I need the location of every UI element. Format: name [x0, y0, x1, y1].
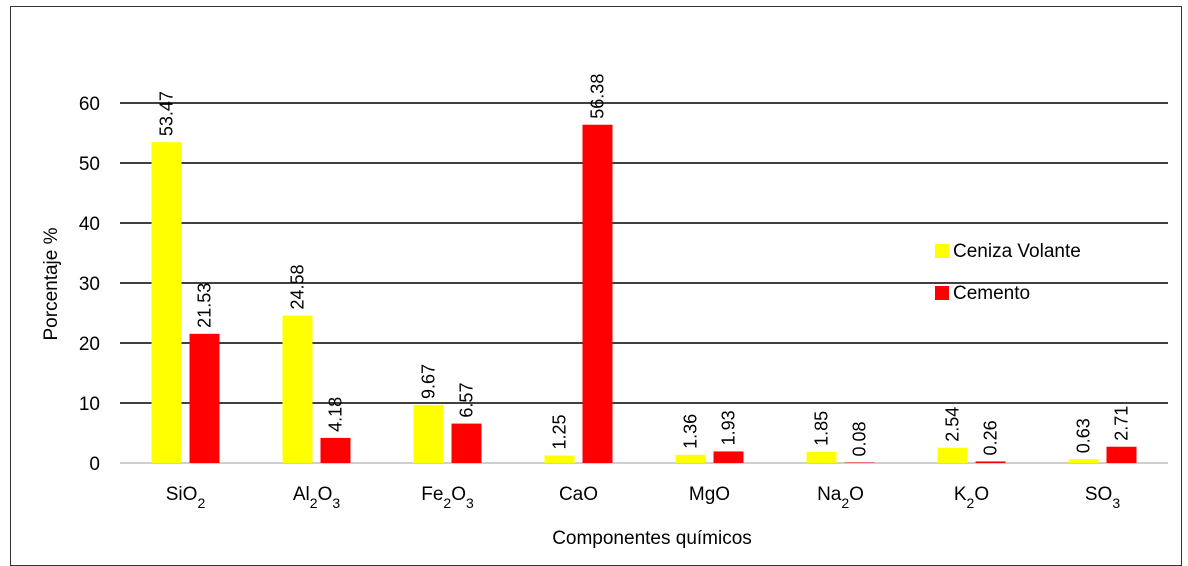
y-tick-label: 50 — [79, 154, 100, 175]
data-label: 21.53 — [195, 283, 215, 328]
bar-cemento — [321, 438, 351, 463]
data-label: 4.18 — [326, 397, 346, 432]
bar-ceniza — [676, 455, 706, 463]
legend-label: Cemento — [953, 283, 1030, 304]
bar-ceniza — [414, 405, 444, 463]
x-tick-label: Na2O — [817, 484, 864, 511]
data-label: 0.08 — [850, 421, 870, 456]
x-tick-label: SiO2 — [166, 484, 206, 511]
bar-cemento — [1107, 447, 1137, 463]
x-tick-label: Al2O3 — [293, 484, 340, 511]
data-label: 0.63 — [1074, 418, 1094, 453]
y-tick-label: 60 — [79, 94, 100, 115]
data-label: 53.47 — [157, 91, 177, 136]
data-label: 24.58 — [288, 264, 308, 309]
legend-label: Ceniza Volante — [953, 241, 1081, 262]
y-tick-label: 0 — [89, 454, 100, 475]
data-label: 2.54 — [943, 407, 963, 442]
bar-chart: 53.47 21.53 24.58 4.18 9.67 6.57 1.25 56.38 1.36… — [0, 0, 1188, 550]
y-axis-title: Porcentaje % — [41, 227, 62, 340]
y-tick-label: 30 — [79, 274, 100, 295]
x-tick-label: SO3 — [1085, 484, 1120, 511]
legend-swatch — [935, 244, 949, 258]
legend: Ceniza Volante Cemento — [935, 241, 1081, 304]
bar-ceniza — [1069, 459, 1099, 463]
bar-ceniza — [807, 452, 837, 463]
data-label: 1.93 — [719, 410, 739, 445]
data-label: 1.85 — [812, 411, 832, 446]
x-tick-label: K2O — [954, 484, 989, 511]
legend-swatch — [935, 286, 949, 300]
bar-ceniza — [152, 142, 182, 463]
y-axis-ticks: 0 10 20 30 40 50 60 — [79, 94, 100, 475]
data-label: 2.71 — [1112, 406, 1132, 441]
bar-ceniza — [545, 456, 575, 464]
y-tick-label: 10 — [79, 394, 100, 415]
data-label: 0.26 — [981, 420, 1001, 455]
data-label: 9.67 — [419, 364, 439, 399]
x-axis-title: Componentes químicos — [552, 528, 752, 549]
y-tick-label: 40 — [79, 214, 100, 235]
data-label: 56.38 — [588, 74, 608, 119]
data-label: 1.36 — [681, 414, 701, 449]
bar-cemento — [190, 334, 220, 463]
bar-cemento — [452, 424, 482, 463]
bar-cemento — [714, 451, 744, 463]
y-tick-label: 20 — [79, 334, 100, 355]
x-tick-label: MgO — [689, 484, 730, 505]
bar-cemento — [976, 461, 1006, 463]
x-tick-label: CaO — [559, 484, 598, 505]
bar-ceniza — [938, 448, 968, 463]
bar-cemento — [583, 125, 613, 463]
x-tick-label: Fe2O3 — [421, 484, 474, 511]
data-label: 6.57 — [457, 383, 477, 418]
x-axis-ticks: SiO2 Al2O3 Fe2O3 CaO MgO Na2O K2O SO3 — [166, 484, 1121, 511]
bar-ceniza — [283, 316, 313, 463]
data-label: 1.25 — [550, 414, 570, 449]
